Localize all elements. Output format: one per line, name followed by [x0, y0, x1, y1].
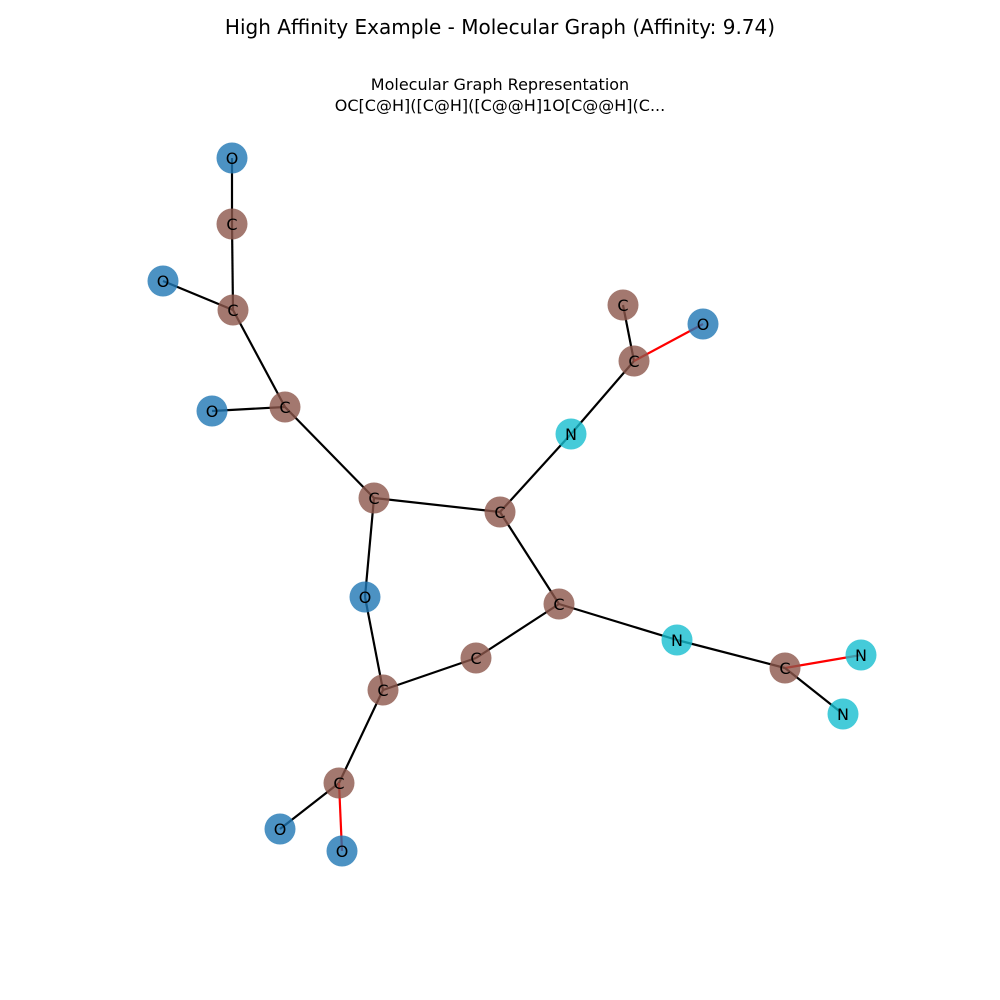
atom-circle: [827, 698, 859, 730]
atom-node-C2: C: [216, 208, 248, 240]
atom-node-C17: C: [618, 345, 650, 377]
atom-label: N: [671, 631, 683, 650]
smiles-string: OC[C@H]([C@H]([C@@H]1O[C@@H](C...: [334, 96, 666, 115]
atom-label: C: [368, 489, 379, 508]
atom-label: N: [855, 646, 867, 665]
atom-node-N23: N: [827, 698, 859, 730]
atom-node-O5: O: [196, 395, 228, 427]
atom-node-O3: O: [147, 265, 179, 297]
atom-node-C9: C: [367, 674, 399, 706]
atom-circle: [607, 289, 639, 321]
atom-node-N16: N: [555, 418, 587, 450]
atom-circle: [484, 496, 516, 528]
single-bond-C14-N16: [499, 433, 572, 513]
atom-layer: O C O C O C C O C C O O C C C N C C O N C N N: [147, 142, 877, 867]
atom-label: C: [279, 398, 290, 417]
atom-label: O: [226, 149, 239, 168]
atom-label: O: [697, 315, 710, 334]
atom-label: O: [359, 588, 372, 607]
atom-circle: [460, 642, 492, 674]
atom-label: O: [274, 820, 287, 839]
atom-circle: [661, 624, 693, 656]
atom-label: C: [227, 301, 238, 320]
atom-circle: [216, 142, 248, 174]
atom-label: C: [553, 595, 564, 614]
atom-node-C15: C: [543, 588, 575, 620]
atom-label: O: [336, 842, 349, 861]
atom-circle: [196, 395, 228, 427]
atom-label: O: [157, 272, 170, 291]
atom-label: C: [226, 215, 237, 234]
atom-circle: [147, 265, 179, 297]
atom-node-O19: O: [687, 308, 719, 340]
atom-circle: [543, 588, 575, 620]
single-bond-N20-C21: [676, 638, 786, 670]
single-bond-N16-C17: [570, 360, 635, 435]
atom-node-C21: C: [769, 652, 801, 684]
graph-subtitle: Molecular Graph Representation: [370, 75, 630, 94]
atom-node-C13: C: [460, 642, 492, 674]
atom-circle: [349, 581, 381, 613]
atom-circle: [769, 652, 801, 684]
single-bond-O8-C9: [363, 596, 385, 691]
atom-node-C7: C: [358, 482, 390, 514]
atom-circle: [845, 639, 877, 671]
atom-circle: [323, 767, 355, 799]
atom-circle: [555, 418, 587, 450]
atom-label: O: [206, 402, 219, 421]
atom-label: C: [377, 681, 388, 700]
atom-node-O8: O: [349, 581, 381, 613]
figure-title: High Affinity Example - Molecular Graph …: [224, 15, 776, 39]
atom-node-C18: C: [607, 289, 639, 321]
atom-circle: [326, 835, 358, 867]
atom-circle: [618, 345, 650, 377]
atom-node-O12: O: [326, 835, 358, 867]
atom-label: C: [470, 649, 481, 668]
atom-node-N20: N: [661, 624, 693, 656]
atom-label: N: [565, 425, 577, 444]
single-bond-C4-C6: [232, 309, 286, 408]
atom-node-O11: O: [264, 813, 296, 845]
atom-node-C10: C: [323, 767, 355, 799]
single-bond-C7-C14: [373, 496, 501, 514]
atom-circle: [217, 294, 249, 326]
atom-node-O1: O: [216, 142, 248, 174]
single-bond-C9-C13: [382, 656, 477, 692]
atom-node-N22: N: [845, 639, 877, 671]
single-bond-C6-C7: [284, 406, 375, 499]
atom-circle: [216, 208, 248, 240]
atom-circle: [687, 308, 719, 340]
single-bond-C15-N20: [558, 602, 678, 642]
atom-label: C: [333, 774, 344, 793]
atom-circle: [367, 674, 399, 706]
single-bond-C7-O8: [363, 497, 376, 598]
single-bond-C13-C15: [475, 603, 560, 659]
single-bond-C9-C10: [338, 689, 384, 784]
atom-label: C: [628, 352, 639, 371]
atom-node-C6: C: [269, 391, 301, 423]
atom-node-C4: C: [217, 294, 249, 326]
atom-circle: [358, 482, 390, 514]
single-bond-C14-C15: [499, 511, 560, 605]
atom-label: N: [837, 705, 849, 724]
atom-label: C: [494, 503, 505, 522]
atom-label: C: [617, 296, 628, 315]
atom-circle: [264, 813, 296, 845]
atom-circle: [269, 391, 301, 423]
atom-node-C14: C: [484, 496, 516, 528]
atom-label: C: [779, 659, 790, 678]
